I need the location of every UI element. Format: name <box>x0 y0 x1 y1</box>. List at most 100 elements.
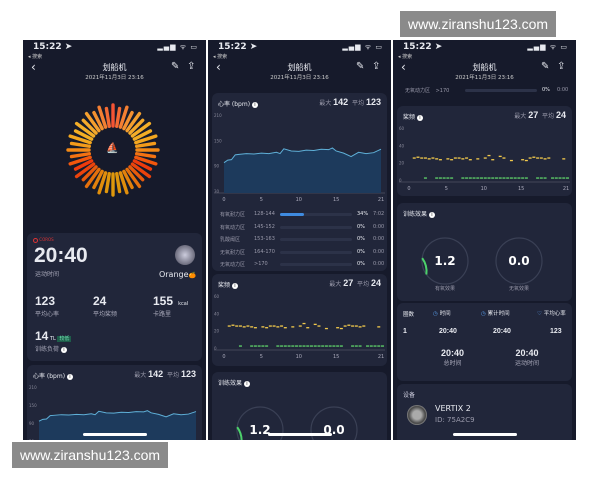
cadence-point <box>238 345 242 347</box>
cadence-point <box>280 325 284 327</box>
y-tick-label: 40 <box>399 143 405 148</box>
ring-ray <box>69 152 91 159</box>
info-icon[interactable]: i <box>60 347 67 353</box>
edit-icon[interactable]: ✎ <box>171 61 180 72</box>
hr-line <box>223 147 382 164</box>
ring-ray <box>73 159 94 171</box>
cadence-point <box>354 345 358 347</box>
edit-icon[interactable]: ✎ <box>356 61 365 72</box>
edit-icon[interactable]: ✎ <box>541 61 550 72</box>
cadence-point <box>242 326 246 328</box>
stat-training-load: 14 TL 较低 训练负荷 i <box>35 329 72 353</box>
cadence-point <box>291 326 295 328</box>
cadence-point <box>435 158 439 160</box>
cadence-point <box>351 325 355 327</box>
cadence-point <box>450 177 454 179</box>
cadence-point <box>431 157 435 159</box>
cadence-point <box>539 177 543 179</box>
watermark-top: www.ziranshu123.com <box>400 11 557 37</box>
info-icon[interactable]: i <box>231 283 238 289</box>
moving-time: 20:40 运动时间 <box>515 348 540 367</box>
cadence-point <box>412 157 416 159</box>
cadence-point <box>491 177 495 179</box>
cadence-point <box>291 345 295 347</box>
ring-ray <box>74 121 96 138</box>
card-stats: 最大 142 平均 123 <box>319 97 381 107</box>
cadence-point <box>420 157 424 159</box>
home-indicator[interactable] <box>83 433 147 436</box>
cadence-point <box>261 326 265 328</box>
cadence-point <box>257 345 261 347</box>
cadence-point <box>543 158 547 160</box>
cadence-point <box>465 157 469 159</box>
share-icon[interactable]: ⇪ <box>557 61 566 72</box>
cadence-point <box>524 159 528 162</box>
cadence-point <box>369 345 373 347</box>
y-tick-label: 210 <box>29 385 37 390</box>
back-button[interactable]: ‹ <box>216 60 221 74</box>
aerobic-gauge-track <box>421 237 469 285</box>
back-button[interactable]: ‹ <box>31 60 36 74</box>
cadence-point <box>339 345 343 347</box>
ring-ray <box>84 111 101 133</box>
cadence-point <box>494 177 498 179</box>
stat-avg-hr: 123 平均心率 <box>35 294 60 318</box>
cadence-point <box>517 177 521 179</box>
cadence-point <box>324 345 328 347</box>
device-card[interactable]: 设备 VERTIX 2 ID: 75A2C9 <box>397 384 572 440</box>
y-tick-label: 0 <box>214 346 217 351</box>
device-name: VERTIX 2 <box>435 404 471 413</box>
x-tick-label: 21 <box>563 186 569 192</box>
info-icon[interactable]: i <box>416 115 423 121</box>
cadence-card: 桨频 i 最大 27 平均 24 60 40 20 0 0 5 10 15 21 <box>212 274 387 366</box>
ring-ray <box>134 134 158 145</box>
ring-ray <box>135 152 157 159</box>
cadence-point <box>324 327 328 330</box>
x-tick-label: 15 <box>518 186 524 192</box>
share-icon[interactable]: ⇪ <box>372 61 381 72</box>
y-tick-label: 20 <box>214 329 220 334</box>
info-icon[interactable]: i <box>243 381 250 387</box>
aerobic-value: 1.2 <box>434 254 455 268</box>
info-icon[interactable]: i <box>428 212 435 218</box>
cadence-point <box>562 177 566 179</box>
cadence-point <box>442 177 446 179</box>
anaerobic-value: 0.0 <box>508 254 529 268</box>
back-button[interactable]: ‹ <box>401 60 406 74</box>
ring-ray <box>104 172 111 194</box>
share-icon[interactable]: ⇪ <box>187 61 196 72</box>
x-tick-label: 10 <box>481 186 487 192</box>
cadence-point <box>336 327 340 329</box>
screen-summary: 15:22 ➤ ◂ 搜索 ▂▄▆ ᯤ ▭ ‹ 划船机 2021年11月3日 23… <box>23 40 206 440</box>
x-tick-label: 5 <box>260 354 263 360</box>
cadence-point <box>276 345 280 347</box>
home-indicator[interactable] <box>453 433 517 436</box>
cadence-point <box>306 345 310 347</box>
info-icon[interactable]: i <box>66 374 73 380</box>
back-to-app-link[interactable]: ◂ 搜索 <box>213 54 228 60</box>
training-effect-gauges: 1.2 有氧效果 0.0 无氧效果 <box>421 237 543 292</box>
info-icon[interactable]: i <box>251 102 258 108</box>
ring-ray <box>74 162 96 179</box>
ring-ray <box>128 118 145 135</box>
back-to-app-link[interactable]: ◂ 搜索 <box>28 54 43 60</box>
cadence-point <box>358 345 362 347</box>
ring-ray <box>81 118 98 135</box>
cadence-point <box>487 177 491 179</box>
watermark-bottom: www.ziranshu123.com <box>12 442 169 468</box>
cadence-point <box>283 345 287 347</box>
cadence-point <box>472 177 476 179</box>
cadence-point <box>373 345 377 347</box>
avatar[interactable] <box>175 245 195 265</box>
home-indicator[interactable] <box>268 433 332 436</box>
back-to-app-link[interactable]: ◂ 搜索 <box>398 54 413 60</box>
cadence-point <box>528 157 532 159</box>
cadence-point <box>423 157 427 159</box>
cadence-point <box>521 177 525 179</box>
screen-heart-rate: 15:22 ➤ ◂ 搜索 ▂▄▆ ᯤ ▭ ‹ 划船机 2021年11月3日 23… <box>208 40 391 440</box>
summary-card: COROS 20:40 运动时间 Orange🍊 123 平均心率 24 平均桨频 … <box>27 233 202 361</box>
cadence-point <box>423 177 427 179</box>
cadence-point <box>313 323 317 326</box>
card-title: 桨频 <box>403 114 416 121</box>
zone-row: 无氧动力区 >170 0% 0:00 <box>405 87 569 94</box>
